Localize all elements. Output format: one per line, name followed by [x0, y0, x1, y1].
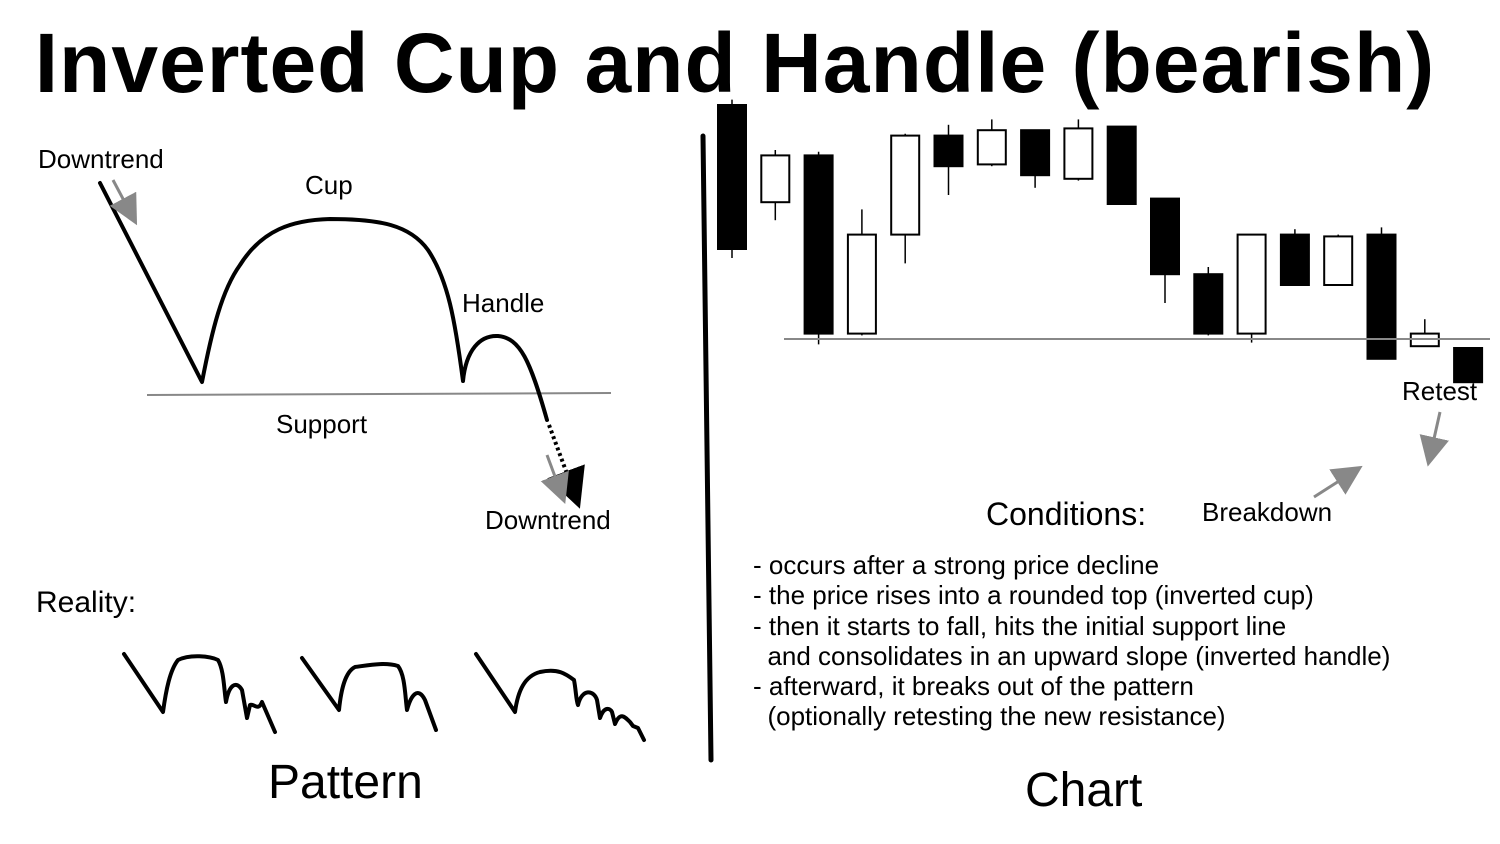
divider-line — [700, 133, 714, 763]
conditions-heading: Conditions: — [986, 496, 1147, 532]
retest-arrow — [1419, 411, 1449, 467]
breakdown-arrow — [1313, 465, 1363, 499]
label-downtrend-bottom: Downtrend — [485, 505, 611, 535]
candle-bullish — [1236, 233, 1267, 335]
condition-line: (optionally retesting the new resistance… — [753, 701, 1226, 732]
candlestick-chart — [717, 99, 1484, 384]
candle-bearish — [803, 154, 834, 335]
candle-bearish — [717, 104, 747, 250]
condition-line: - then it starts to fall, hits the initi… — [753, 610, 1287, 641]
reality-sketch-2 — [300, 656, 438, 732]
label-downtrend-top: Downtrend — [38, 144, 164, 174]
candle-bearish — [1193, 273, 1224, 335]
candle-bullish — [976, 129, 1007, 166]
pattern-caption: Pattern — [268, 756, 423, 809]
label-retest: Retest — [1402, 376, 1478, 406]
condition-line: - afterward, it breaks out of the patter… — [753, 671, 1194, 702]
pattern-diagram: Downtrend Cup Handle Support Downtrend R… — [36, 144, 646, 742]
condition-line: and consolidates in an upward slope (inv… — [753, 640, 1391, 671]
downtrend-arrow-bottom — [540, 454, 569, 505]
conditions-list: - occurs after a strong price decline - t… — [753, 550, 1390, 732]
breakdown-dotted-path — [547, 424, 585, 509]
candle-bearish — [1020, 129, 1051, 177]
candle-bearish — [1453, 347, 1484, 384]
label-handle: Handle — [462, 288, 544, 318]
pattern-curve — [98, 181, 549, 422]
candle-bullish — [1323, 235, 1354, 286]
label-support: Support — [276, 409, 368, 439]
condition-line: - the price rises into a rounded top (in… — [753, 580, 1314, 611]
downtrend-arrow-top — [109, 179, 138, 226]
candle-bearish — [1279, 233, 1310, 287]
page-title: Inverted Cup and Handle (bearish) — [34, 16, 1436, 110]
candle-bullish — [760, 154, 791, 204]
label-reality: Reality: — [36, 586, 136, 619]
candle-bearish — [933, 134, 964, 168]
reality-sketch-3 — [474, 652, 646, 742]
candle-bullish — [1063, 127, 1094, 180]
candle-bearish — [1106, 125, 1137, 205]
candle-bullish — [890, 134, 921, 236]
reality-sketch-1 — [122, 652, 277, 734]
candle-bearish — [1150, 197, 1180, 276]
chart-caption: Chart — [1025, 764, 1143, 817]
label-cup: Cup — [305, 170, 353, 200]
condition-line: - occurs after a strong price decline — [753, 550, 1160, 580]
candle-bullish — [846, 233, 877, 335]
label-breakdown: Breakdown — [1202, 497, 1332, 527]
candle-bearish — [1366, 233, 1397, 360]
support-line — [146, 392, 612, 396]
